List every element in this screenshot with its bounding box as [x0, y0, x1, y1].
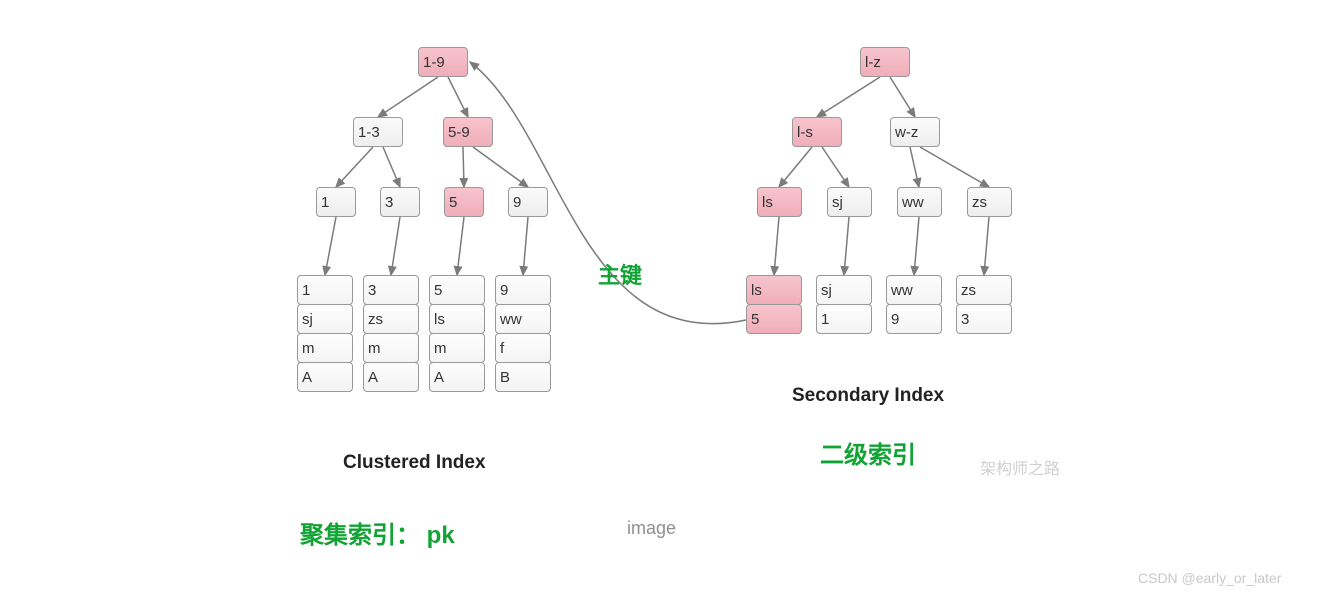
primary-key-label: 主键	[598, 258, 642, 290]
clustered-title: Clustered Index	[343, 452, 486, 474]
clustered-leaf-5: 5	[444, 187, 484, 217]
leaf-cell: ww	[495, 304, 551, 334]
leaf-cell: zs	[956, 275, 1012, 305]
edges-layer	[0, 0, 1322, 598]
leaf-cell: B	[495, 362, 551, 392]
leaf-cell: A	[429, 362, 485, 392]
clustered-data-col-2: 5 ls m A	[429, 275, 485, 391]
secondary-leaf-sj: sj	[827, 187, 872, 217]
leaf-cell: 3	[363, 275, 419, 305]
clustered-n59: 5-9	[443, 117, 493, 147]
secondary-data-col-1: sj 1	[816, 275, 872, 333]
clustered-data-col-3: 9 ww f B	[495, 275, 551, 391]
clustered-leaf-3: 3	[380, 187, 420, 217]
clustered-data-col-0: 1 sj m A	[297, 275, 353, 391]
clustered-subtitle: 聚集索引： pk	[300, 515, 455, 550]
leaf-cell: sj	[816, 275, 872, 305]
secondary-leaf-zs: zs	[967, 187, 1012, 217]
secondary-leaf-ls: ls	[757, 187, 802, 217]
leaf-cell: 5	[429, 275, 485, 305]
secondary-root: l-z	[860, 47, 910, 77]
leaf-cell: m	[297, 333, 353, 363]
leaf-cell: m	[429, 333, 485, 363]
clustered-n13: 1-3	[353, 117, 403, 147]
watermark-csdn: CSDN @early_or_later	[1138, 570, 1281, 586]
clustered-root: 1-9	[418, 47, 468, 77]
clustered-leaf-1: 1	[316, 187, 356, 217]
leaf-cell: ww	[886, 275, 942, 305]
leaf-cell: A	[297, 362, 353, 392]
leaf-cell: ls	[429, 304, 485, 334]
leaf-cell: sj	[297, 304, 353, 334]
secondary-data-col-3: zs 3	[956, 275, 1012, 333]
secondary-data-col-0: ls 5	[746, 275, 802, 333]
leaf-cell: 9	[886, 304, 942, 334]
leaf-cell: m	[363, 333, 419, 363]
leaf-cell: 5	[746, 304, 802, 334]
leaf-cell: 9	[495, 275, 551, 305]
secondary-data-col-2: ww 9	[886, 275, 942, 333]
secondary-subtitle: 二级索引	[820, 435, 916, 470]
caption-image: image	[627, 518, 676, 539]
leaf-cell: zs	[363, 304, 419, 334]
leaf-cell: A	[363, 362, 419, 392]
secondary-title: Secondary Index	[792, 385, 944, 407]
leaf-cell: 1	[297, 275, 353, 305]
leaf-cell: 3	[956, 304, 1012, 334]
watermark-brand: 架构师之路	[980, 455, 1060, 479]
secondary-leaf-ww: ww	[897, 187, 942, 217]
leaf-cell: f	[495, 333, 551, 363]
secondary-nls: l-s	[792, 117, 842, 147]
clustered-leaf-9: 9	[508, 187, 548, 217]
leaf-cell: ls	[746, 275, 802, 305]
secondary-nwz: w-z	[890, 117, 940, 147]
clustered-data-col-1: 3 zs m A	[363, 275, 419, 391]
leaf-cell: 1	[816, 304, 872, 334]
